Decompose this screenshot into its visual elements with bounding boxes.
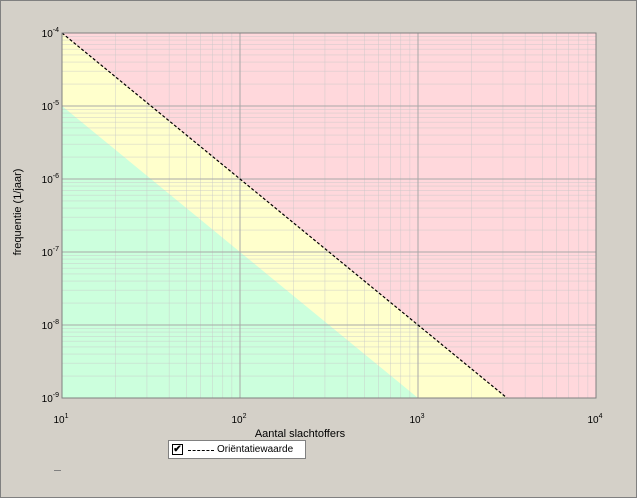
x-tick-label: 103 [409,413,424,426]
plot-border [61,32,597,399]
legend-checkbox[interactable]: ✔ [172,444,183,455]
y-tick-label: 10-8 [42,319,59,332]
x-tick-label: 104 [587,413,602,426]
y-axis-label: frequentie (1/jaar) [12,168,24,256]
series-line-orientatiewaarde [61,32,508,399]
x-axis-label: Aantal slachtoffers [254,428,346,440]
x-tick-label: 102 [231,413,246,426]
y-tick-label: 10-5 [42,100,59,113]
y-tick-label: 10-7 [42,246,59,259]
y-tick-label: 10-9 [42,392,59,405]
x-tick-label: 101 [53,413,68,426]
legend: ✔ Oriëntatiewaarde [168,440,306,459]
status-mark [54,470,61,471]
y-tick-label: 10-6 [42,173,59,186]
y-tick-label: 10-4 [42,27,59,40]
legend-dashed-line-swatch [188,450,214,451]
legend-label: Oriëntatiewaarde [217,444,294,455]
